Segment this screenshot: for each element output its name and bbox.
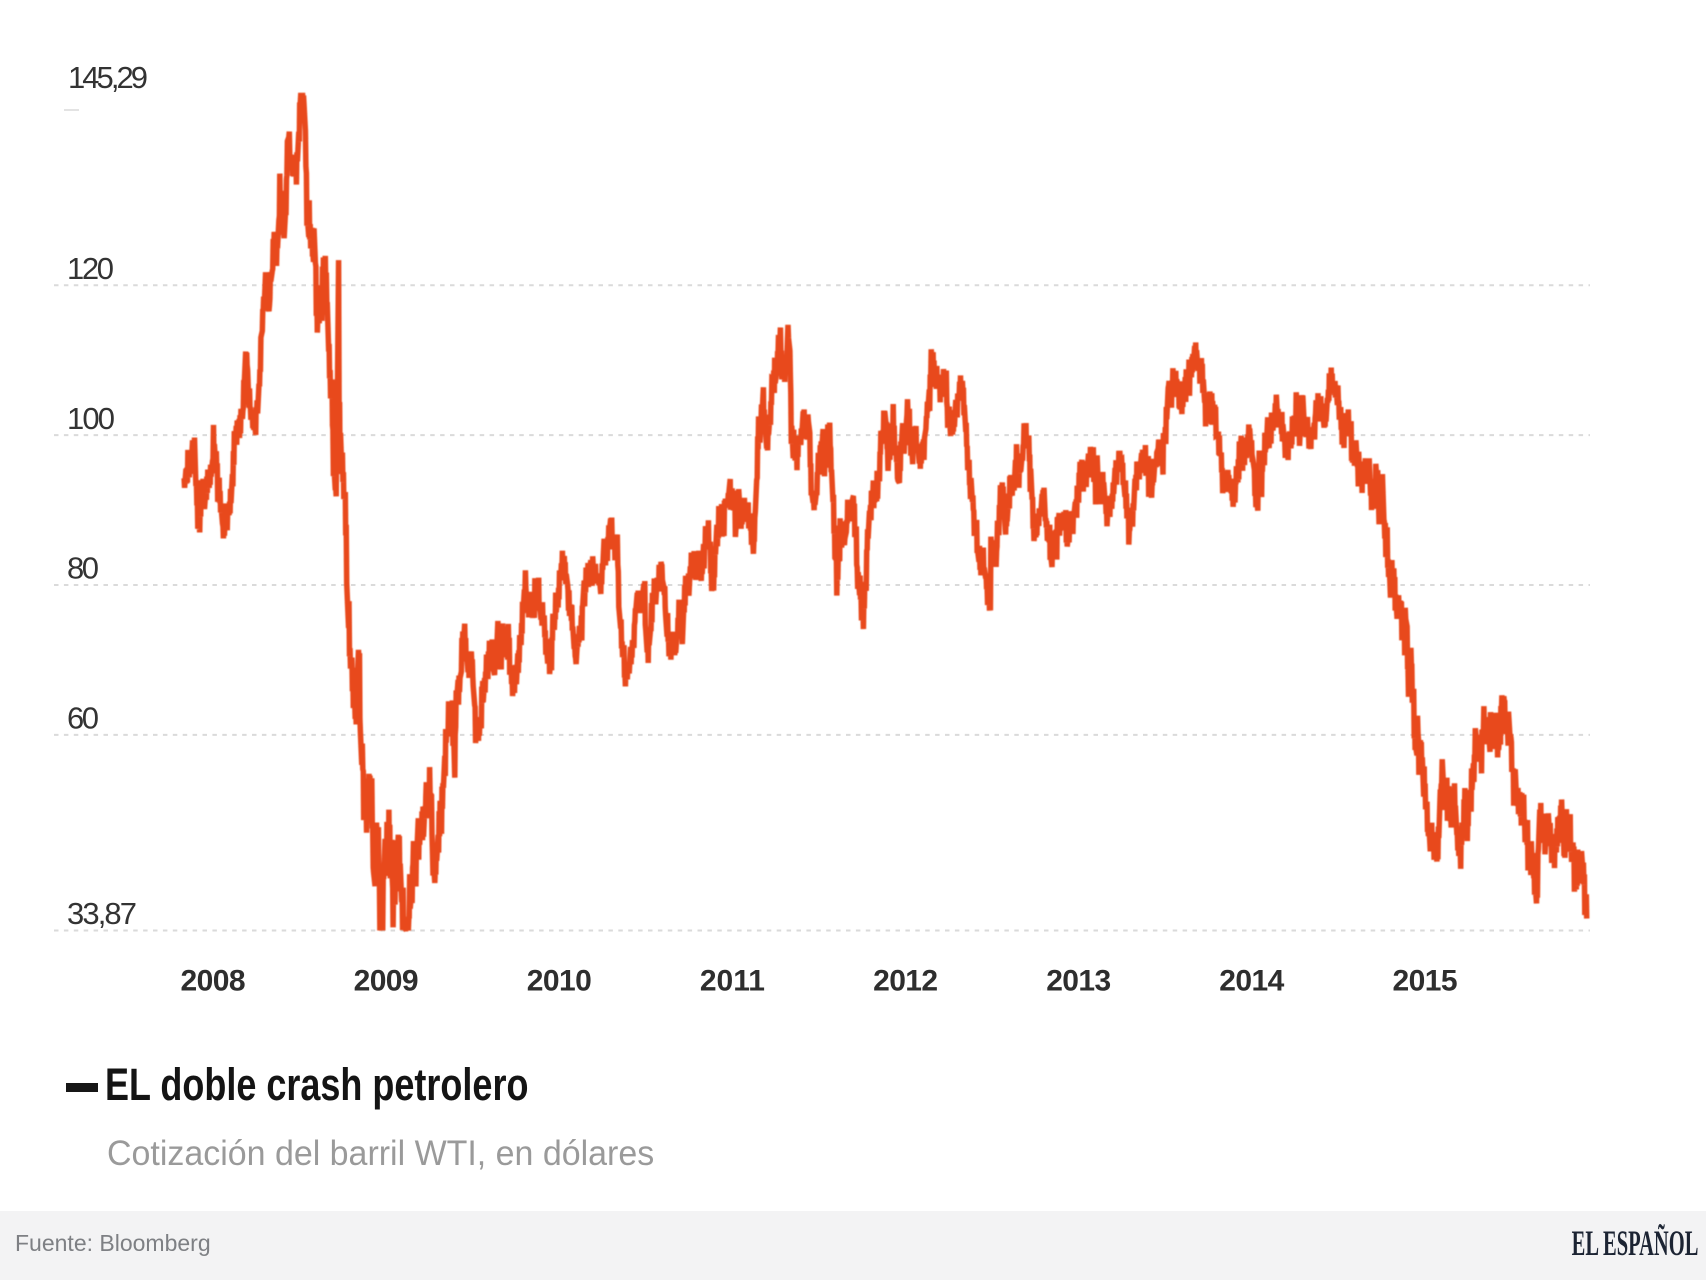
svg-text:2012: 2012	[873, 965, 938, 998]
svg-text:2011: 2011	[700, 965, 765, 998]
svg-text:2013: 2013	[1046, 965, 1111, 998]
svg-text:2014: 2014	[1219, 965, 1284, 998]
svg-text:120: 120	[67, 251, 114, 286]
svg-text:100: 100	[67, 401, 115, 436]
svg-text:2008: 2008	[181, 965, 246, 998]
svg-text:2009: 2009	[354, 965, 419, 998]
svg-text:2010: 2010	[527, 965, 592, 998]
svg-text:2015: 2015	[1393, 965, 1458, 998]
svg-text:80: 80	[67, 551, 99, 586]
svg-text:145,29: 145,29	[68, 60, 148, 95]
svg-text:60: 60	[67, 701, 99, 736]
svg-text:33,87: 33,87	[67, 896, 137, 931]
